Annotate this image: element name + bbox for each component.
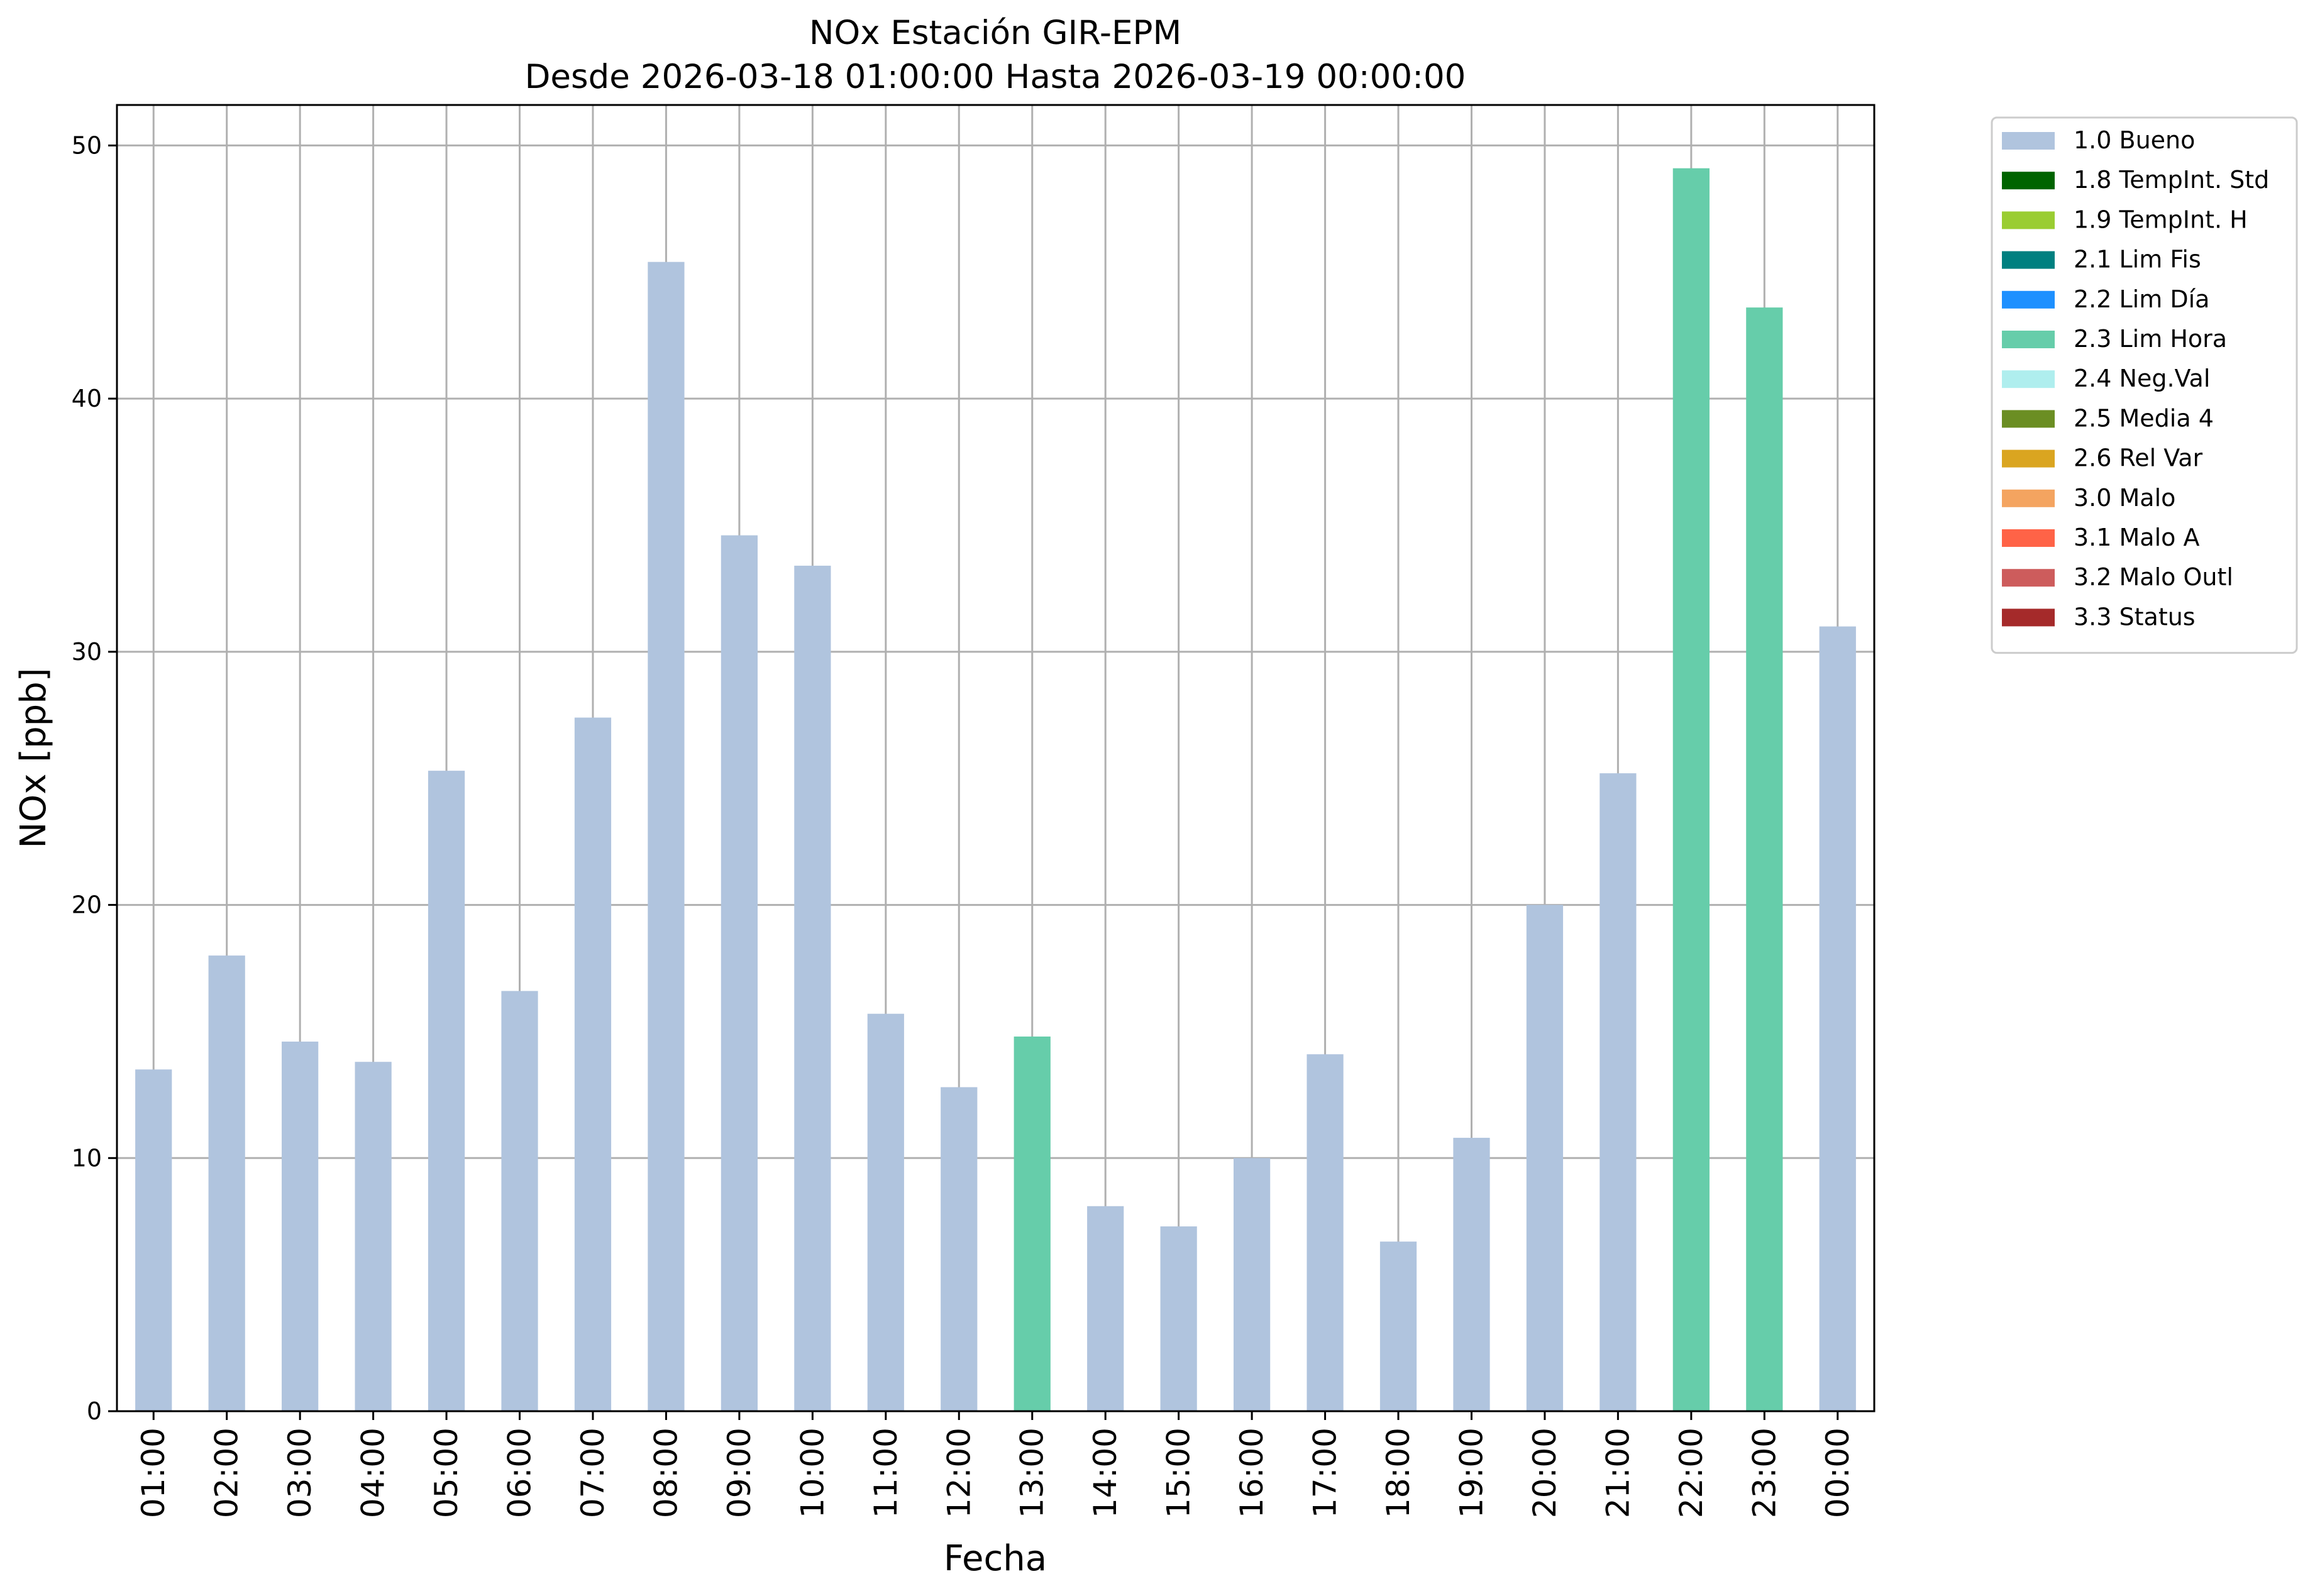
y-axis-label: NOx [ppb]: [13, 668, 54, 848]
bar-1000: [794, 565, 831, 1411]
legend-swatch: [2002, 331, 2055, 348]
y-tick-label: 20: [72, 891, 102, 919]
legend-frame: [1991, 116, 2298, 654]
legend-swatch: [2002, 449, 2055, 468]
bar-0000: [1819, 626, 1856, 1412]
y-tick-label: 0: [87, 1397, 102, 1425]
bar-2100: [1600, 773, 1637, 1411]
x-tick-label: 11:00: [868, 1428, 904, 1518]
bars: [135, 168, 1856, 1412]
x-tick-label: 19:00: [1453, 1428, 1489, 1518]
legend-swatch: [2002, 172, 2055, 190]
x-tick-label: 10:00: [794, 1428, 831, 1518]
legend-label: 3.3 Status: [2074, 603, 2196, 630]
x-tick-label: 13:00: [1014, 1428, 1051, 1518]
x-tick-label: 05:00: [428, 1428, 465, 1518]
legend-label: 2.2 Lim Día: [2074, 285, 2209, 313]
legend-swatch: [2002, 529, 2055, 547]
x-tick-label: 04:00: [355, 1428, 392, 1518]
x-tick-label: 02:00: [209, 1428, 245, 1518]
bar-0400: [355, 1062, 392, 1411]
legend-label: 1.0 Bueno: [2074, 126, 2195, 154]
x-tick-label: 14:00: [1087, 1428, 1124, 1518]
chart-title: NOx Estación GIR-EPM: [809, 14, 1181, 52]
legend-swatch: [2002, 251, 2055, 269]
x-axis-label: Fecha: [944, 1538, 1047, 1579]
legend-label: 3.0 Malo: [2074, 484, 2175, 512]
x-tick-label: 15:00: [1161, 1428, 1197, 1518]
bar-1100: [867, 1013, 904, 1411]
bar-1700: [1307, 1054, 1344, 1411]
bar-2300: [1746, 307, 1783, 1411]
x-tick-label: 20:00: [1527, 1428, 1563, 1518]
bar-0900: [721, 535, 758, 1411]
legend-label: 2.6 Rel Var: [2074, 444, 2203, 472]
bar-1600: [1233, 1158, 1271, 1411]
legend-swatch: [2002, 290, 2055, 309]
x-tick-label: 22:00: [1673, 1428, 1710, 1518]
legend-swatch: [2002, 132, 2055, 150]
legend-label: 3.2 Malo Outl: [2074, 563, 2233, 591]
x-tick-label: 18:00: [1380, 1428, 1417, 1518]
bar-1200: [941, 1087, 978, 1411]
legend-swatch: [2002, 370, 2055, 388]
y-tick-label: 50: [72, 131, 102, 159]
legend-swatch: [2002, 211, 2055, 229]
x-tick-label: 06:00: [502, 1428, 538, 1518]
legend-swatch: [2002, 608, 2055, 627]
x-tick-label: 07:00: [575, 1428, 611, 1518]
y-tick-label: 10: [72, 1144, 102, 1172]
x-tick-label: 21:00: [1600, 1428, 1636, 1518]
x-tick-label: 03:00: [282, 1428, 318, 1518]
x-tick-label: 23:00: [1746, 1428, 1782, 1518]
legend-swatch: [2002, 569, 2055, 587]
bar-1800: [1379, 1241, 1417, 1411]
legend-swatch: [2002, 489, 2055, 507]
bar-0600: [501, 991, 538, 1411]
legend-label: 2.1 Lim Fis: [2074, 246, 2201, 273]
bar-1500: [1160, 1226, 1197, 1411]
y-axis-ticks: 0 10 20 30 40 50: [72, 131, 117, 1425]
legend: 1.0 Bueno 1.8 TempInt. Std 1.9 TempInt. H 2…: [1991, 116, 2298, 654]
y-tick-label: 30: [72, 638, 102, 666]
bar-0800: [648, 261, 685, 1412]
bar-1300: [1014, 1036, 1051, 1411]
legend-label: 1.9 TempInt. H: [2074, 206, 2248, 233]
legend-label: 2.4 Neg.Val: [2074, 365, 2210, 392]
legend-label: 2.5 Media 4: [2074, 404, 2214, 432]
x-tick-label: 12:00: [941, 1428, 977, 1518]
y-tick-label: 40: [72, 385, 102, 412]
bar-0500: [428, 771, 465, 1411]
x-tick-label: 16:00: [1234, 1428, 1270, 1518]
bar-0100: [135, 1069, 172, 1411]
x-tick-label: 09:00: [721, 1428, 758, 1518]
chart-subtitle: Desde 2026-03-18 01:00:00 Hasta 2026-03-…: [525, 58, 1466, 96]
bar-1400: [1087, 1206, 1124, 1411]
legend-label: 1.8 TempInt. Std: [2074, 166, 2269, 194]
x-axis-ticks: 01:00 02:00 03:00 04:00 05:00 06:00 07:00 08:00…: [135, 1411, 1856, 1518]
x-tick-label: 00:00: [1820, 1428, 1856, 1518]
bar-0300: [282, 1042, 319, 1411]
legend-swatch: [2002, 410, 2055, 428]
bar-0200: [208, 955, 245, 1411]
x-tick-label: 08:00: [648, 1428, 684, 1518]
bar-2000: [1526, 905, 1564, 1411]
legend-label: 2.3 Lim Hora: [2074, 325, 2227, 353]
bar-2200: [1672, 168, 1710, 1412]
bar-1900: [1453, 1138, 1490, 1411]
x-tick-label: 01:00: [135, 1428, 172, 1518]
bar-0700: [574, 717, 612, 1411]
plot-frame: [116, 104, 1876, 1412]
legend-label: 3.1 Malo A: [2074, 524, 2199, 551]
x-tick-label: 17:00: [1307, 1428, 1344, 1518]
